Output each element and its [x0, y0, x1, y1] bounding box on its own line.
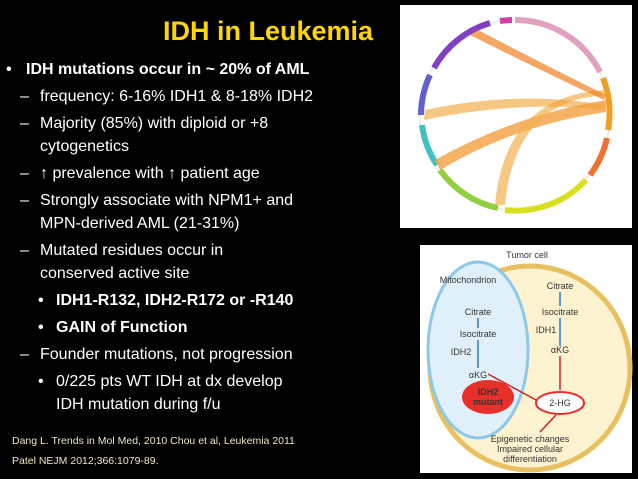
bullet-text: IDH1-R132, IDH2-R172 or -R140 — [56, 292, 294, 309]
bullet-text: Strongly associate with NPM1+ and — [40, 192, 293, 209]
diagram-label: Citrate — [465, 307, 492, 317]
diagram-label: IDH2 — [478, 387, 499, 397]
diagram-label: Isocitrate — [542, 307, 579, 317]
bullet-marker: – — [20, 88, 29, 105]
bullet-marker: – — [20, 242, 29, 259]
bullet-marker: – — [20, 165, 29, 182]
diagram-label: Impaired cellular — [497, 444, 563, 454]
bullet-text: Mutated residues occur in — [40, 242, 223, 259]
bullet-marker: • — [38, 373, 44, 390]
reference: Dang L. Trends in Mol Med, 2010 Chou et … — [12, 435, 295, 447]
bullet-marker: – — [20, 346, 29, 363]
bullet-marker: – — [20, 192, 29, 209]
bullet-text: MPN-derived AML (21-31%) — [40, 215, 239, 232]
bullet-text: conserved active site — [40, 265, 190, 282]
bullet-marker: – — [20, 115, 29, 132]
diagram-label: Epigenetic changes — [491, 434, 570, 444]
bullet-marker: • — [38, 292, 44, 309]
bullet-text: ↑ prevalence with ↑ patient age — [40, 165, 260, 182]
slide-title: IDH in Leukemia — [163, 16, 374, 46]
bullet-text: GAIN of Function — [56, 319, 188, 336]
bullet-text: Majority (85%) with diploid or +8 — [40, 115, 268, 132]
bullet-text: Founder mutations, not progression — [40, 346, 293, 363]
diagram-label: Tumor cell — [506, 250, 548, 260]
bullet-text: IDH mutations occur in ~ 20% of AML — [26, 61, 310, 78]
diagram-label: differentiation — [503, 454, 557, 464]
diagram-label: IDH1 — [536, 325, 557, 335]
bullet-text: IDH mutation during f/u — [56, 396, 221, 413]
reference: Patel NEJM 2012;366:1079-89. — [12, 455, 159, 467]
diagram-label: Isocitrate — [460, 329, 497, 339]
bullet-text: frequency: 6-16% IDH1 & 8-18% IDH2 — [40, 88, 313, 105]
diagram-label: 2-HG — [549, 398, 571, 408]
diagram-label: mutant — [473, 397, 503, 407]
diagram-label: αKG — [551, 345, 569, 355]
diagram-label: αKG — [469, 370, 487, 380]
diagram-label: IDH2 — [451, 347, 472, 357]
bullet-text: 0/225 pts WT IDH at dx develop — [56, 373, 283, 390]
bullet-text: cytogenetics — [40, 138, 129, 155]
circos-figure — [400, 5, 632, 228]
pathway-diagram — [420, 245, 633, 473]
bullet-marker: • — [38, 319, 44, 336]
bullet-marker: • — [6, 61, 12, 78]
diagram-label: Citrate — [547, 281, 574, 291]
diagram-label: Mitochondrion — [440, 275, 497, 285]
